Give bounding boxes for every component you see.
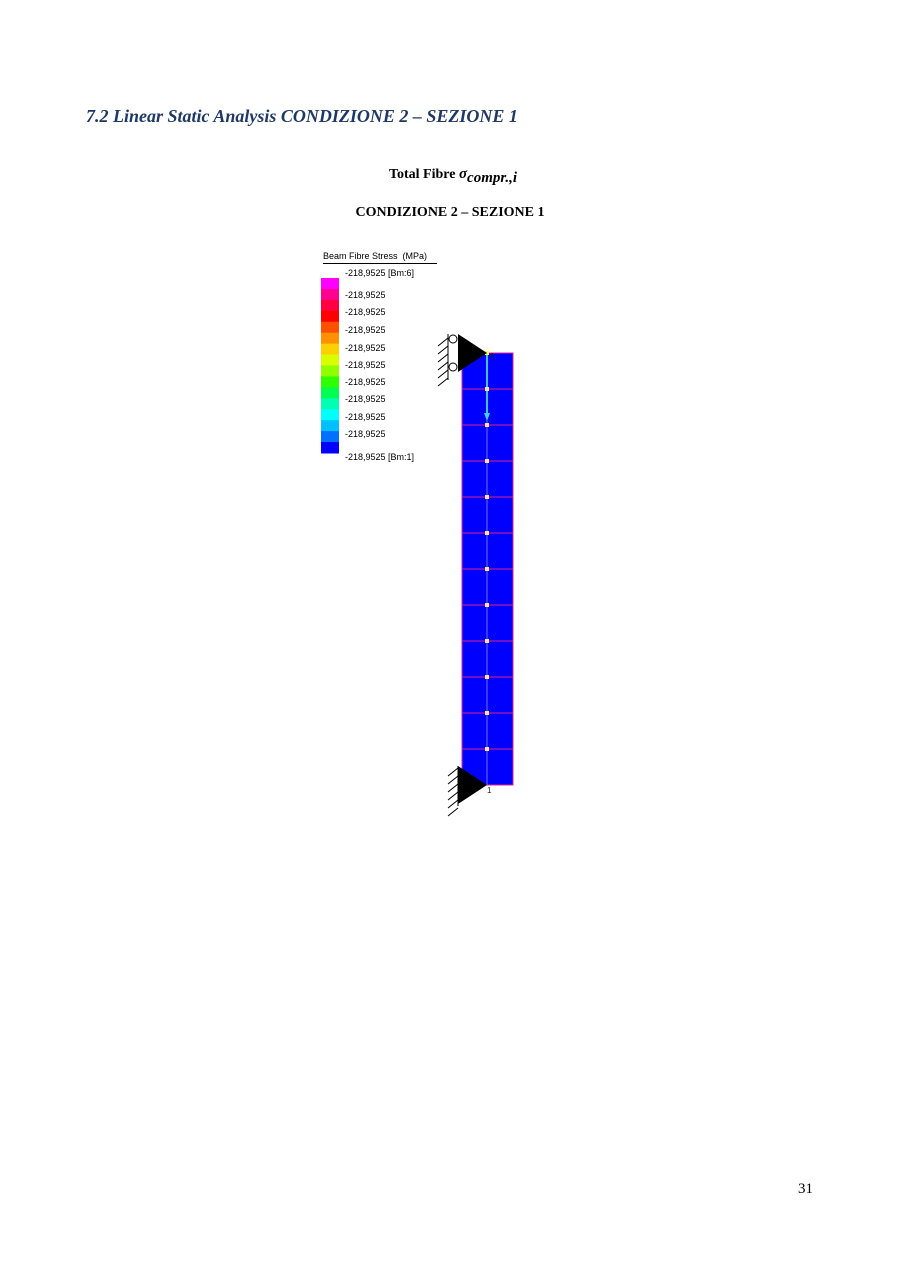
legend-label: -218,9525: [345, 307, 386, 317]
legend-swatch: [321, 376, 339, 388]
beam-element: [461, 388, 514, 426]
hatch: [447, 783, 459, 793]
node-marker: [485, 387, 489, 391]
legend-label: -218,9525: [345, 412, 386, 422]
node-marker: [485, 423, 489, 427]
node-marker: [485, 639, 489, 643]
section-heading: 7.2 Linear Static Analysis CONDIZIONE 2 …: [86, 106, 518, 126]
legend-swatch: [321, 442, 339, 454]
node-label: 6: [490, 352, 495, 361]
beam-element: [461, 748, 514, 786]
legend-swatch: [321, 288, 339, 301]
beam-element: [461, 640, 514, 678]
hatch: [437, 345, 449, 355]
legend-label: -218,9525 [Bm:1]: [345, 452, 415, 462]
hatch: [437, 369, 449, 379]
legend-swatch: [321, 278, 339, 290]
beam-element: [461, 676, 514, 714]
node-marker: [485, 531, 489, 535]
hatch: [447, 807, 459, 817]
legend-swatch: [321, 310, 339, 323]
node-marker: [485, 459, 489, 463]
hatch: [447, 791, 459, 801]
hatch: [447, 775, 459, 785]
node-marker: [485, 747, 489, 751]
beam-element: [461, 496, 514, 534]
legend-swatch: [321, 398, 339, 410]
beam-element: [461, 352, 514, 390]
node-marker: [485, 603, 489, 607]
legend-label: -218,9525: [345, 290, 386, 300]
legend-swatch: [321, 420, 339, 432]
beam-element: [461, 604, 514, 642]
load-arrow-head: [484, 413, 490, 421]
legend-label: -218,9525: [345, 377, 386, 387]
support-top-icon: [458, 334, 487, 372]
figure-caption: Total Fibre σcompr.,i: [0, 166, 900, 187]
hatch: [437, 353, 449, 363]
node-label: 1: [487, 786, 492, 795]
legend-swatch: [321, 332, 339, 345]
hatch: [437, 361, 449, 371]
hatch: [437, 377, 449, 387]
legend-swatch: [321, 354, 339, 366]
figure-subtitle: CONDIZIONE 2 – SEZIONE 1: [355, 205, 545, 220]
legend-label: -218,9525: [345, 360, 386, 370]
hatch: [447, 767, 459, 777]
caption-subscript: compr.,i: [467, 169, 518, 186]
roller-icon: [448, 334, 458, 344]
beam-element: [461, 424, 514, 462]
node-marker: [485, 351, 489, 355]
legend-title: Beam Fibre Stress (MPa): [323, 251, 437, 264]
beam-element: [461, 460, 514, 498]
legend-label: -218,9525: [345, 325, 386, 335]
hatch: [437, 337, 449, 347]
hatch: [447, 799, 459, 809]
legend-swatch: [321, 299, 339, 312]
legend-swatch: [321, 365, 339, 377]
legend-swatch: [321, 321, 339, 334]
legend-swatch: [321, 387, 339, 399]
legend-swatch: [321, 343, 339, 356]
caption-prefix: Total Fibre: [388, 167, 459, 182]
roller-icon: [448, 362, 458, 372]
node-marker: [485, 495, 489, 499]
node-marker: [485, 567, 489, 571]
beam-element: [461, 532, 514, 570]
beam-element: [461, 712, 514, 750]
legend-swatch: [321, 431, 339, 443]
support-bottom-icon: [458, 766, 487, 804]
beam-element: [461, 568, 514, 606]
legend-swatch: [321, 409, 339, 421]
legend-label: -218,9525 [Bm:6]: [345, 268, 415, 278]
legend-label: -218,9525: [345, 394, 386, 404]
node-marker: [485, 711, 489, 715]
legend-label: -218,9525: [345, 343, 386, 353]
page-number: 31: [798, 1181, 813, 1197]
caption-symbol: σ: [458, 166, 468, 182]
node-marker: [485, 675, 489, 679]
legend-label: -218,9525: [345, 429, 386, 439]
